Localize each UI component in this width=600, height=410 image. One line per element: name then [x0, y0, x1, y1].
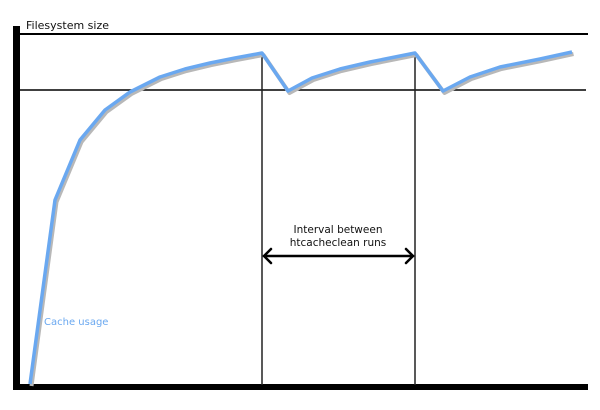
x-axis [13, 384, 588, 390]
y-axis-label: Filesystem size [26, 19, 109, 32]
interval-label-line1: Interval between [294, 224, 383, 236]
interval-arrow [262, 247, 415, 265]
cache-usage-curve [28, 50, 573, 385]
y-axis [13, 26, 20, 390]
interval-label-line2: htcacheclean runs [290, 237, 387, 249]
cache-usage-label: Cache usage [44, 317, 108, 328]
